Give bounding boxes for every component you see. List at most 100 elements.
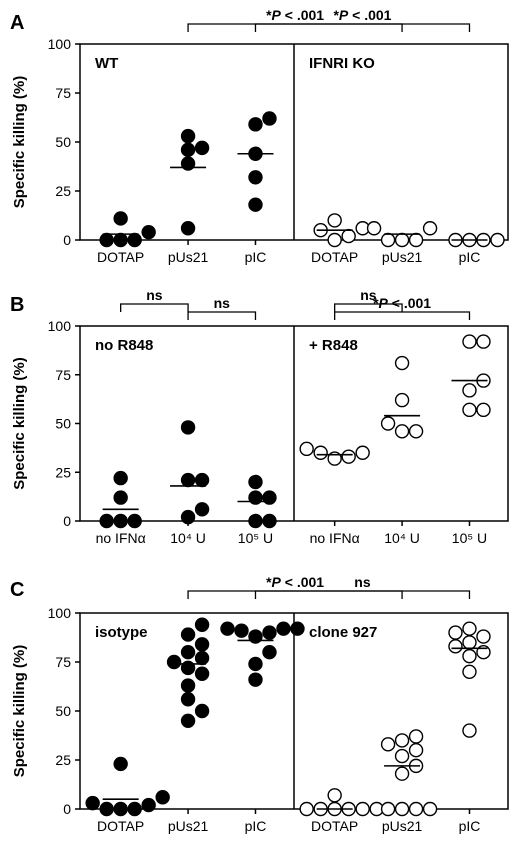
- significance-label: ns: [360, 287, 377, 303]
- y-tick-label: 75: [55, 654, 71, 670]
- data-point: [248, 474, 263, 490]
- data-point: [380, 737, 396, 752]
- data-point: [380, 232, 396, 248]
- data-point: [180, 627, 196, 642]
- data-point: [194, 502, 210, 517]
- significance-label: ns: [354, 574, 371, 590]
- data-point: [180, 678, 196, 693]
- data-point: [462, 383, 477, 398]
- significance-bracket: [187, 311, 257, 320]
- significance-label: ns: [214, 295, 231, 311]
- y-tick-label: 75: [55, 367, 71, 383]
- data-point: [408, 801, 424, 817]
- y-tick-label: 0: [63, 513, 71, 529]
- data-point: [408, 729, 424, 744]
- data-point: [462, 402, 477, 418]
- data-point: [194, 666, 210, 681]
- data-point: [180, 713, 196, 728]
- data-point: [141, 224, 156, 240]
- data-point: [380, 801, 396, 817]
- y-tick-label: 25: [55, 464, 71, 480]
- category-label: 10⁵ U: [238, 530, 273, 546]
- group-label: clone 927: [309, 624, 377, 641]
- significance-label: *P < .001: [333, 7, 391, 23]
- category-label: pUs21: [382, 818, 423, 834]
- category-label: pUs21: [168, 818, 209, 834]
- data-point: [180, 420, 196, 435]
- panel-letter: B: [10, 294, 24, 316]
- data-point: [180, 509, 196, 525]
- data-point: [394, 748, 410, 764]
- data-point: [366, 221, 382, 236]
- data-point: [113, 756, 128, 772]
- group-label: IFNRI KO: [309, 55, 375, 72]
- data-point: [194, 140, 210, 156]
- data-point: [113, 232, 128, 248]
- data-point: [220, 621, 235, 636]
- significance-bracket: [334, 303, 403, 312]
- data-point: [194, 703, 210, 719]
- data-point: [85, 795, 100, 811]
- category-label: 10⁵ U: [452, 530, 487, 546]
- data-point: [262, 625, 277, 640]
- data-point: [262, 645, 277, 660]
- significance-label: *P < .001: [266, 574, 324, 590]
- data-point: [248, 197, 263, 212]
- data-point: [194, 472, 210, 488]
- category-label: DOTAP: [97, 249, 144, 265]
- category-label: pIC: [245, 818, 267, 834]
- data-point: [290, 621, 305, 636]
- category-label: pIC: [245, 249, 267, 265]
- data-point: [248, 117, 263, 132]
- data-point: [276, 621, 291, 636]
- data-point: [327, 213, 342, 228]
- data-point: [462, 334, 477, 349]
- data-point: [99, 232, 114, 248]
- y-axis-label: Specific killing (%): [11, 645, 28, 778]
- data-point: [476, 334, 491, 349]
- data-point: [462, 621, 477, 636]
- data-point: [113, 211, 128, 226]
- data-point: [113, 801, 128, 817]
- y-tick-label: 0: [63, 232, 71, 248]
- data-point: [408, 232, 424, 248]
- data-point: [448, 639, 463, 654]
- y-tick-label: 100: [48, 318, 72, 334]
- y-tick-label: 50: [55, 416, 71, 432]
- data-point: [394, 766, 410, 781]
- data-point: [462, 635, 477, 650]
- panel-letter: C: [10, 579, 24, 601]
- y-tick-label: 50: [55, 703, 71, 719]
- data-point: [341, 228, 356, 244]
- data-point: [422, 801, 438, 817]
- data-point: [127, 513, 142, 529]
- data-point: [462, 664, 477, 679]
- category-label: DOTAP: [97, 818, 144, 834]
- data-point: [113, 470, 128, 486]
- data-point: [141, 797, 156, 813]
- data-point: [394, 733, 410, 748]
- category-label: DOTAP: [311, 818, 358, 834]
- y-tick-label: 50: [55, 134, 71, 150]
- data-point: [99, 513, 114, 529]
- y-tick-label: 75: [55, 85, 71, 101]
- data-point: [476, 402, 491, 418]
- data-point: [180, 645, 196, 660]
- data-point: [394, 355, 410, 371]
- data-point: [327, 232, 342, 248]
- data-point: [180, 472, 196, 488]
- data-point: [248, 672, 263, 687]
- data-point: [394, 424, 410, 439]
- y-tick-label: 0: [63, 801, 71, 817]
- data-point: [313, 445, 328, 460]
- significance-label: ns: [146, 287, 163, 303]
- data-point: [462, 648, 477, 664]
- data-point: [422, 221, 438, 236]
- data-point: [113, 490, 128, 505]
- data-point: [490, 232, 505, 248]
- data-point: [155, 790, 170, 805]
- y-tick-label: 100: [48, 36, 72, 52]
- data-point: [194, 637, 210, 652]
- group-label: no R848: [95, 337, 153, 354]
